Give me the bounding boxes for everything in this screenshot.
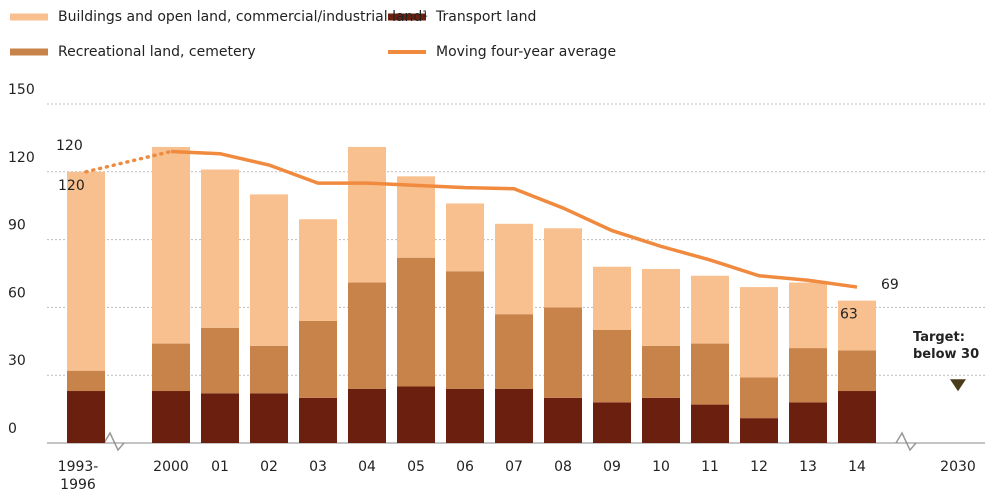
legend-label: Moving four-year average	[436, 44, 616, 60]
x-tick-label: 2030	[940, 459, 976, 475]
legend-label: Recreational land, cemetery	[58, 44, 256, 60]
x-tick-label: 06	[456, 459, 474, 475]
bar-segment	[299, 397, 337, 443]
bar-segment	[495, 388, 533, 443]
x-tick-label: 04	[358, 459, 376, 475]
bar-segment	[67, 391, 105, 443]
line-label: 120	[56, 138, 83, 154]
x-tick-label: 11	[701, 459, 719, 475]
bar-segment	[691, 404, 729, 443]
bar-segment	[299, 320, 337, 398]
bar-segment	[446, 271, 484, 389]
bar-segment	[691, 343, 729, 405]
bar-segment	[299, 219, 337, 321]
bar-segment	[593, 402, 631, 443]
axis-break	[895, 431, 917, 452]
x-tick-label: 07	[505, 459, 523, 475]
x-tick-label: 13	[799, 459, 817, 475]
bar-segment	[740, 377, 778, 419]
bar-segment	[495, 223, 533, 315]
line	[170, 149, 858, 289]
bar-segment	[544, 228, 582, 308]
bar-segment	[397, 257, 435, 387]
bar-segment	[495, 314, 533, 389]
bar-segment	[642, 397, 680, 443]
bar-segment	[201, 169, 239, 328]
y-tick-label: 30	[8, 353, 26, 369]
bar-segment	[348, 146, 386, 283]
total-label: 120	[58, 178, 85, 194]
line-label: 69	[881, 277, 899, 293]
bar-segment	[838, 391, 876, 443]
y-tick-label: 150	[8, 82, 35, 98]
bar-segment	[544, 307, 582, 398]
bar-segment	[789, 282, 827, 349]
bar-segment	[397, 386, 435, 443]
x-tick-label: 1993- 1996	[57, 459, 99, 493]
x-tick-label: 03	[309, 459, 327, 475]
bar-segment	[838, 300, 876, 351]
y-tick-label: 90	[8, 218, 26, 234]
x-tick-label: 05	[407, 459, 425, 475]
legend-label: Transport land	[435, 9, 536, 25]
x-tick-label: 02	[260, 459, 278, 475]
target-marker	[950, 379, 966, 392]
bar-segment	[201, 393, 239, 443]
total-label: 63	[840, 307, 858, 323]
bar-segment	[201, 327, 239, 394]
bar-segment	[152, 343, 190, 392]
bar-segment	[740, 418, 778, 443]
bar-segment	[250, 393, 288, 443]
x-tick-label: 2000	[153, 459, 189, 475]
bar-segment	[642, 268, 680, 346]
x-tick-label: 10	[652, 459, 670, 475]
y-tick-label: 60	[8, 285, 26, 301]
bar-segment	[593, 330, 631, 403]
bar-segment	[544, 397, 582, 443]
bar-segment	[67, 370, 105, 392]
x-tick-label: 08	[554, 459, 572, 475]
bar-segment	[642, 345, 680, 398]
x-tick-label: 12	[750, 459, 768, 475]
line-dotted	[84, 149, 173, 174]
x-tick-label: 14	[848, 459, 866, 475]
bar-segment	[446, 203, 484, 272]
bar-segment	[789, 402, 827, 443]
bar-segment	[593, 266, 631, 330]
bar-segment	[691, 275, 729, 344]
bar-segment	[397, 176, 435, 258]
bar-segment	[152, 391, 190, 443]
axis-break	[103, 431, 125, 452]
bar-segment	[67, 171, 105, 371]
bar-segment	[838, 350, 876, 392]
bar-segment	[250, 345, 288, 394]
bar-segment	[789, 348, 827, 403]
bar-segment	[446, 388, 484, 443]
bar-segment	[740, 287, 778, 378]
y-tick-label: 120	[8, 150, 35, 166]
legend-label: Buildings and open land, commercial/indu…	[58, 9, 428, 25]
target-label: Target: below 30	[913, 330, 980, 363]
bar-segment	[348, 282, 386, 389]
bar-segment	[348, 388, 386, 443]
bar-segment	[250, 194, 288, 346]
x-tick-label: 01	[211, 459, 229, 475]
x-tick-label: 09	[603, 459, 621, 475]
y-tick-label: 0	[8, 421, 17, 437]
bar-segment	[152, 146, 190, 344]
